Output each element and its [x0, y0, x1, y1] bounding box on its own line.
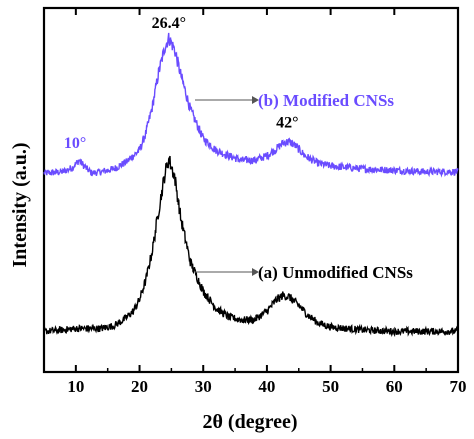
series-line-modified-cnss	[43, 32, 459, 178]
x-tick-label: 50	[322, 377, 339, 396]
legend-arrow-head	[252, 96, 259, 104]
x-tick-label: 60	[386, 377, 403, 396]
x-tick-label: 30	[195, 377, 212, 396]
legend-label: (a) Unmodified CNSs	[258, 263, 413, 282]
peak-label: 10°	[64, 135, 86, 152]
legend-label: (b) Modified CNSs	[258, 91, 394, 110]
series-line-unmodified-cnss	[43, 155, 459, 338]
legend-arrow-head	[252, 268, 259, 276]
x-tick-label: 20	[131, 377, 148, 396]
x-axis-label: 2θ (degree)	[202, 411, 297, 433]
x-tick-label: 40	[258, 377, 275, 396]
plot-area-border	[42, 6, 460, 374]
peak-label: 42°	[276, 115, 298, 132]
y-axis-label: Intensity (a.u.)	[9, 142, 31, 267]
x-tick-label: 70	[450, 377, 467, 396]
peak-label: 26.4°	[152, 15, 186, 32]
x-tick-label: 10	[67, 377, 84, 396]
